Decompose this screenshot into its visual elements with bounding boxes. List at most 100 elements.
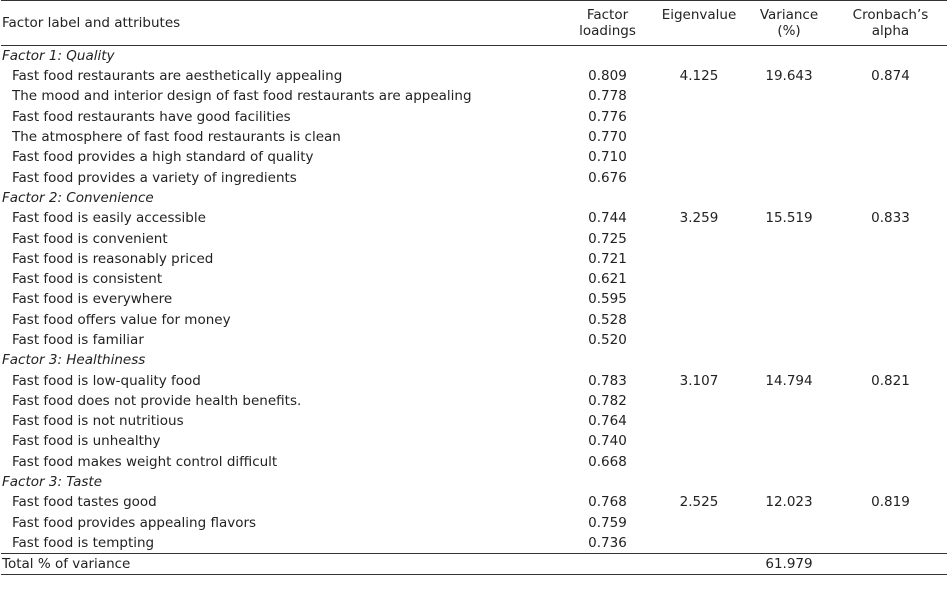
variance-empty: [744, 391, 834, 411]
table-row: Fast food is unhealthy 0.740: [1, 431, 947, 451]
variance-empty: [744, 431, 834, 451]
header-row: Factor label and attributes Factor loadi…: [1, 0, 947, 46]
factor-loading: 0.740: [588, 433, 627, 450]
factor-loading: 0.736: [588, 534, 627, 551]
attribute-text: Fast food is reasonably priced: [12, 250, 214, 267]
attribute-text: The atmosphere of fast food restaurants …: [12, 129, 341, 146]
table-row: Fast food restaurants have good faciliti…: [1, 107, 947, 127]
table-row: Fast food provides a variety of ingredie…: [1, 167, 947, 187]
factor-loading: 0.764: [588, 413, 627, 430]
factor-group-label: Factor 3: Healthiness: [2, 352, 146, 369]
header-alpha-line1: Cronbach’s: [852, 7, 929, 23]
factor-loading: 0.710: [588, 149, 627, 166]
total-row: Total % of variance 61.979: [1, 552, 947, 575]
factor-loading: 0.676: [588, 169, 627, 186]
attribute-text: Fast food makes weight control difficult: [12, 453, 278, 470]
factor-loading: 0.725: [588, 230, 627, 247]
factor-loading: 0.668: [588, 453, 627, 470]
alpha-empty: [834, 269, 947, 289]
header-factor-label: Factor label and attributes: [1, 0, 561, 46]
variance-empty: [744, 330, 834, 350]
table-row: Fast food is low-quality food 0.783 3.107 1…: [1, 370, 947, 390]
eigenvalue: 4.125: [679, 68, 719, 85]
table-row: Fast food is tempting 0.736: [1, 533, 947, 554]
attribute-text: Fast food is low-quality food: [12, 372, 201, 389]
alpha-empty: [834, 127, 947, 147]
header-factor-loadings: Factor loadings: [561, 0, 654, 46]
variance-empty: [744, 127, 834, 147]
variance-empty: [744, 533, 834, 554]
eigenvalue-empty: [654, 167, 744, 187]
attribute-text: Fast food is tempting: [12, 534, 155, 551]
table-row: Fast food is easily accessible 0.744 3.259…: [1, 208, 947, 228]
attribute-text: Fast food restaurants have good faciliti…: [12, 108, 291, 125]
attribute-text: Fast food is not nutritious: [12, 413, 184, 430]
total-eigen-empty: [654, 552, 744, 575]
attribute-text: Fast food tastes good: [12, 494, 157, 511]
factor-group-row: Factor 2: Convenience: [1, 188, 947, 208]
table-row: Fast food restaurants are aesthetically …: [1, 66, 947, 86]
attribute-text: Fast food provides a variety of ingredie…: [12, 169, 297, 186]
alpha-empty: [834, 228, 947, 248]
eigenvalue-empty: [654, 289, 744, 309]
alpha-empty: [834, 86, 947, 106]
eigenvalue-empty: [654, 147, 744, 167]
factor-group-label: Factor 1: Quality: [2, 48, 115, 64]
factor-loading: 0.721: [588, 250, 627, 267]
alpha-empty: [834, 289, 947, 309]
table-row: Fast food provides a high standard of qu…: [1, 147, 947, 167]
table-row: Fast food is not nutritious 0.764: [1, 411, 947, 431]
variance-empty: [744, 513, 834, 533]
cronbach-alpha: 0.821: [871, 372, 910, 389]
alpha-empty: [834, 411, 947, 431]
factor-loading: 0.595: [588, 291, 627, 308]
factor-group-row: Factor 3: Healthiness: [1, 350, 947, 370]
variance-empty: [744, 147, 834, 167]
eigenvalue-empty: [654, 228, 744, 248]
total-alpha-empty: [834, 552, 947, 575]
header-variance-line2: (%): [777, 23, 801, 39]
variance-percent: 14.794: [765, 372, 813, 389]
eigenvalue-empty: [654, 127, 744, 147]
attribute-text: The mood and interior design of fast foo…: [12, 88, 472, 105]
cronbach-alpha: 0.874: [871, 68, 910, 85]
table-row: Fast food provides appealing flavors 0.75…: [1, 513, 947, 533]
variance-empty: [744, 228, 834, 248]
table-row: Fast food offers value for money 0.528: [1, 310, 947, 330]
eigenvalue-empty: [654, 533, 744, 554]
variance-empty: [744, 167, 834, 187]
factor-group-label: Factor 2: Convenience: [2, 189, 154, 206]
eigenvalue-empty: [654, 330, 744, 350]
factor-loading: 0.520: [588, 332, 627, 348]
total-variance: 61.979: [744, 552, 834, 575]
attribute-text: Fast food offers value for money: [12, 311, 231, 328]
total-loadings-empty: [561, 552, 654, 575]
factor-loading: 0.768: [588, 494, 627, 511]
variance-empty: [744, 289, 834, 309]
factor-loading: 0.770: [588, 129, 627, 146]
variance-empty: [744, 269, 834, 289]
table-row: Fast food is reasonably priced 0.721: [1, 249, 947, 269]
attribute-text: Fast food does not provide health benefi…: [12, 392, 302, 409]
eigenvalue-empty: [654, 310, 744, 330]
variance-empty: [744, 411, 834, 431]
alpha-empty: [834, 167, 947, 187]
variance-empty: [744, 107, 834, 127]
eigenvalue-empty: [654, 452, 744, 472]
attribute-text: Fast food provides a high standard of qu…: [12, 149, 314, 166]
header-variance: Variance (%): [744, 0, 834, 46]
total-label: Total % of variance: [1, 552, 561, 575]
table-row: Fast food does not provide health benefi…: [1, 391, 947, 411]
factor-loading: 0.809: [588, 68, 627, 85]
attribute-text: Fast food is consistent: [12, 271, 163, 288]
eigenvalue-empty: [654, 249, 744, 269]
header-eigenvalue: Eigenvalue: [654, 0, 744, 46]
table-row: Fast food tastes good 0.768 2.525 12.023 0.8…: [1, 492, 947, 512]
variance-percent: 19.643: [765, 68, 813, 85]
eigenvalue: 2.525: [679, 494, 719, 511]
attribute-text: Fast food is convenient: [12, 230, 168, 247]
eigenvalue-empty: [654, 411, 744, 431]
alpha-empty: [834, 391, 947, 411]
variance-empty: [744, 86, 834, 106]
eigenvalue-empty: [654, 86, 744, 106]
